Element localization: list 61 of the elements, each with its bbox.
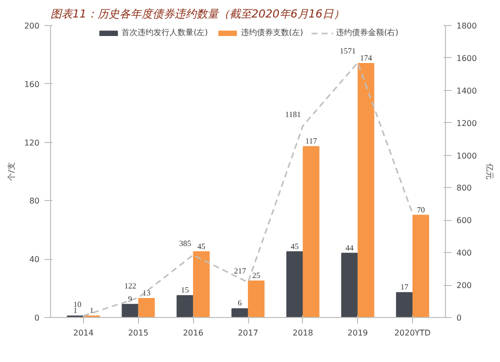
data-label: 122 xyxy=(124,282,136,291)
y-tick-label: 80 xyxy=(29,196,40,206)
bar xyxy=(193,251,210,318)
y2-tick-label: 1400 xyxy=(456,86,477,96)
data-label: 13 xyxy=(142,288,151,298)
x-tick-label: 2016 xyxy=(182,328,204,338)
x-tick-label: 2019 xyxy=(348,328,368,338)
data-label: 1 xyxy=(73,306,78,316)
y-tick-label: 0 xyxy=(34,314,40,322)
data-label: 70 xyxy=(416,205,425,214)
bar xyxy=(302,146,320,318)
data-label: 15 xyxy=(180,286,189,295)
y2-tick-label: 1600 xyxy=(456,54,477,63)
y-axis-title: 个/支 xyxy=(7,162,16,181)
y-tick-label: 160 xyxy=(24,80,40,89)
y2-tick-label: 200 xyxy=(456,281,472,290)
y2-tick-label: 0 xyxy=(456,314,462,322)
x-tick-label: 2014 xyxy=(73,328,94,338)
data-label: 45 xyxy=(290,242,299,251)
bar xyxy=(286,251,303,318)
bar xyxy=(138,298,155,318)
data-label: 17 xyxy=(400,282,408,292)
y2-tick-label: 1200 xyxy=(456,118,477,128)
y-tick-label: 120 xyxy=(24,138,40,148)
bar xyxy=(122,304,138,318)
data-label: 1181 xyxy=(285,110,301,119)
legend-label: 违约债券金额(右) xyxy=(336,27,398,38)
data-label: 10 xyxy=(73,300,82,309)
bar xyxy=(412,214,430,318)
bar xyxy=(396,292,413,318)
y2-tick-label: 800 xyxy=(456,184,472,193)
bar xyxy=(176,295,194,318)
chart-title: 图表11：历史各年度债券违约数量（截至2020年6月16日） xyxy=(50,8,344,20)
y2-tick-label: 1800 xyxy=(456,22,477,30)
y2-axis-title: 亿元 xyxy=(484,162,494,180)
data-label: 217 xyxy=(234,266,246,276)
data-label: 385 xyxy=(179,239,192,248)
data-label: 1 xyxy=(90,306,94,316)
legend-label: 首次违约发行人数量(左) xyxy=(122,27,208,38)
bar xyxy=(231,308,248,318)
data-label: 9 xyxy=(128,294,132,304)
data-label: 25 xyxy=(252,271,260,280)
data-label: 45 xyxy=(197,242,206,251)
x-tick-label: 2020YTD xyxy=(394,328,431,338)
bar xyxy=(341,252,358,318)
y-tick-label: 40 xyxy=(29,255,40,264)
x-tick-label: 2018 xyxy=(292,328,314,338)
y2-tick-label: 600 xyxy=(456,216,472,226)
y2-tick-label: 400 xyxy=(456,248,472,258)
data-label: 174 xyxy=(360,53,372,62)
y2-tick-label: 1000 xyxy=(456,151,477,160)
legend-label: 违约债券支数(左) xyxy=(240,27,304,38)
data-label: 117 xyxy=(305,136,317,146)
data-label: 44 xyxy=(345,243,354,252)
x-tick-label: 2015 xyxy=(128,328,148,338)
data-label: 1571 xyxy=(340,46,356,56)
data-label: 6 xyxy=(238,298,242,308)
y-tick-label: 200 xyxy=(24,22,40,30)
bar xyxy=(248,280,265,318)
bar xyxy=(358,62,374,318)
x-tick-label: 2017 xyxy=(238,328,258,338)
